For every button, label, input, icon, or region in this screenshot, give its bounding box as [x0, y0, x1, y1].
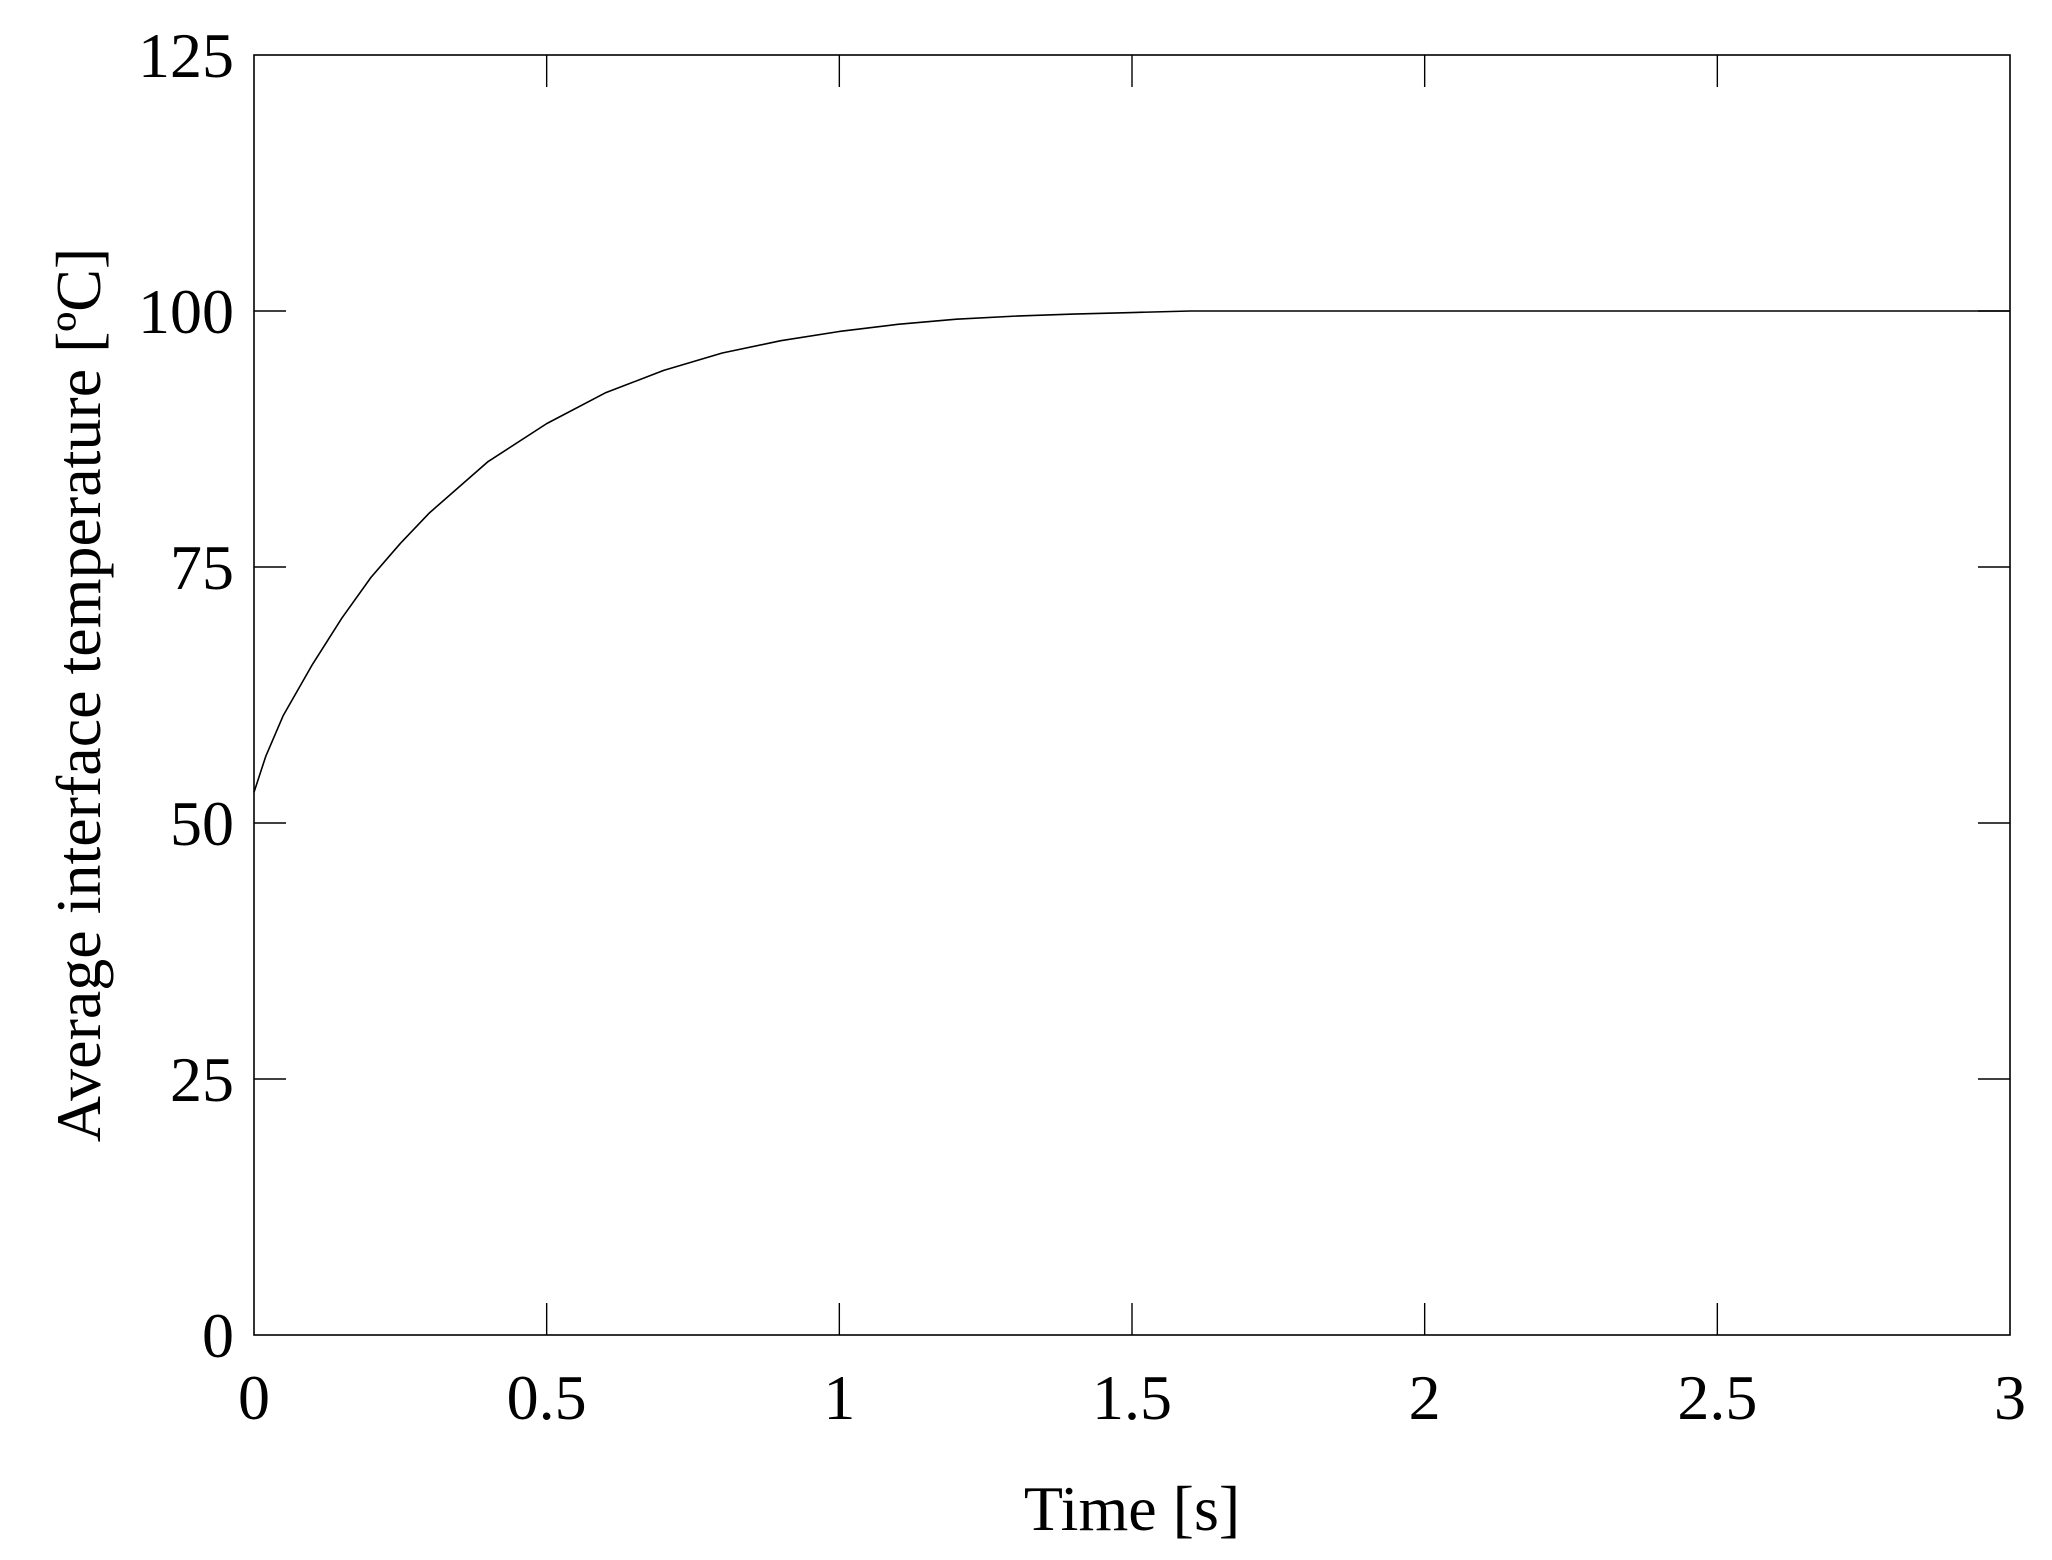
series-layer — [253, 310, 2010, 793]
x-tick-label: 2 — [1409, 1362, 1441, 1433]
y-tick-label: 100 — [138, 276, 234, 347]
x-tick-label: 1 — [823, 1362, 855, 1433]
y-tick-label: 125 — [138, 20, 234, 91]
x-axis-ticks: 0 0.5 1 1.5 2 2.5 3 — [238, 55, 2026, 1433]
x-tick-label: 3 — [1994, 1362, 2026, 1433]
y-tick-label: 25 — [170, 1044, 234, 1115]
y-tick-label: 50 — [170, 788, 234, 859]
x-tick-label: 2.5 — [1677, 1362, 1757, 1433]
x-tick-label: 0.5 — [507, 1362, 587, 1433]
x-axis-title: Time [s] — [1024, 1473, 1240, 1544]
x-tick-label: 1.5 — [1092, 1362, 1172, 1433]
plot-area-frame — [253, 54, 2011, 1336]
y-axis-title: Average interface temperature [ºC] — [43, 248, 114, 1143]
y-tick-label: 75 — [170, 532, 234, 603]
x-tick-label: 0 — [238, 1362, 270, 1433]
y-tick-label: 0 — [202, 1300, 234, 1371]
y-axis-ticks: 0 25 50 75 100 125 — [138, 20, 2010, 1371]
series-line — [253, 310, 2010, 793]
